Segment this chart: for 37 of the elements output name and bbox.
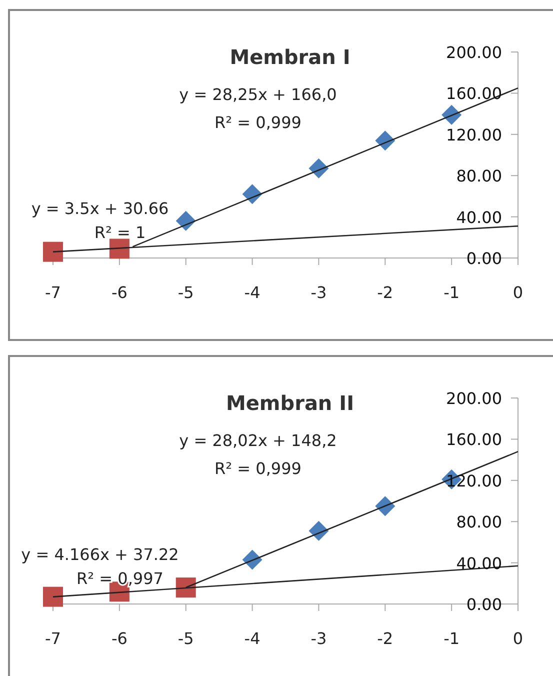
x-tick-label: -5 bbox=[178, 629, 194, 648]
annotation: R² = 1 bbox=[94, 223, 146, 242]
y-tick-label: 120.00 bbox=[446, 125, 502, 144]
annotation: y = 4.166x + 37.22 bbox=[21, 545, 179, 564]
annotation: R² = 0,997 bbox=[76, 569, 164, 588]
x-tick-label: -4 bbox=[244, 283, 260, 302]
y-tick-label: 200.00 bbox=[446, 43, 502, 62]
annotation: y = 28,02x + 148,2 bbox=[179, 431, 337, 450]
x-tick-label: -1 bbox=[444, 283, 460, 302]
x-tick-label: -3 bbox=[310, 629, 327, 648]
y-tick-label: 80.00 bbox=[456, 166, 502, 186]
chart-title: Membran II bbox=[226, 391, 354, 415]
x-tick-label: -3 bbox=[310, 283, 327, 302]
x-tick-label: -7 bbox=[45, 629, 61, 648]
y-tick-label: 0.00 bbox=[466, 249, 502, 268]
x-tick-label: -1 bbox=[444, 629, 460, 648]
x-tick-label: -6 bbox=[111, 283, 128, 302]
x-tick-label: -2 bbox=[377, 283, 394, 302]
y-tick-label: 40.00 bbox=[456, 208, 502, 227]
x-tick-label: -7 bbox=[45, 283, 61, 302]
y-tick-label: 40.00 bbox=[456, 554, 502, 573]
x-tick-label: -2 bbox=[377, 629, 394, 648]
x-tick-label: -5 bbox=[178, 283, 194, 302]
chart-title: Membran I bbox=[230, 45, 350, 69]
y-tick-label: 160.00 bbox=[446, 84, 502, 104]
x-tick-label: -6 bbox=[111, 629, 128, 648]
y-tick-label: 200.00 bbox=[446, 389, 502, 408]
x-tick-label: 0 bbox=[512, 283, 524, 302]
y-tick-label: 0.00 bbox=[466, 595, 502, 614]
y-tick-label: 160.00 bbox=[446, 430, 502, 450]
annotation: y = 28,25x + 166,0 bbox=[179, 85, 337, 104]
y-tick-label: 80.00 bbox=[456, 512, 502, 532]
x-tick-label: -4 bbox=[244, 629, 260, 648]
annotation: y = 3.5x + 30.66 bbox=[31, 199, 169, 218]
x-tick-label: 0 bbox=[512, 629, 524, 648]
annotation: R² = 0,999 bbox=[214, 113, 302, 132]
annotation: R² = 0,999 bbox=[214, 459, 302, 478]
